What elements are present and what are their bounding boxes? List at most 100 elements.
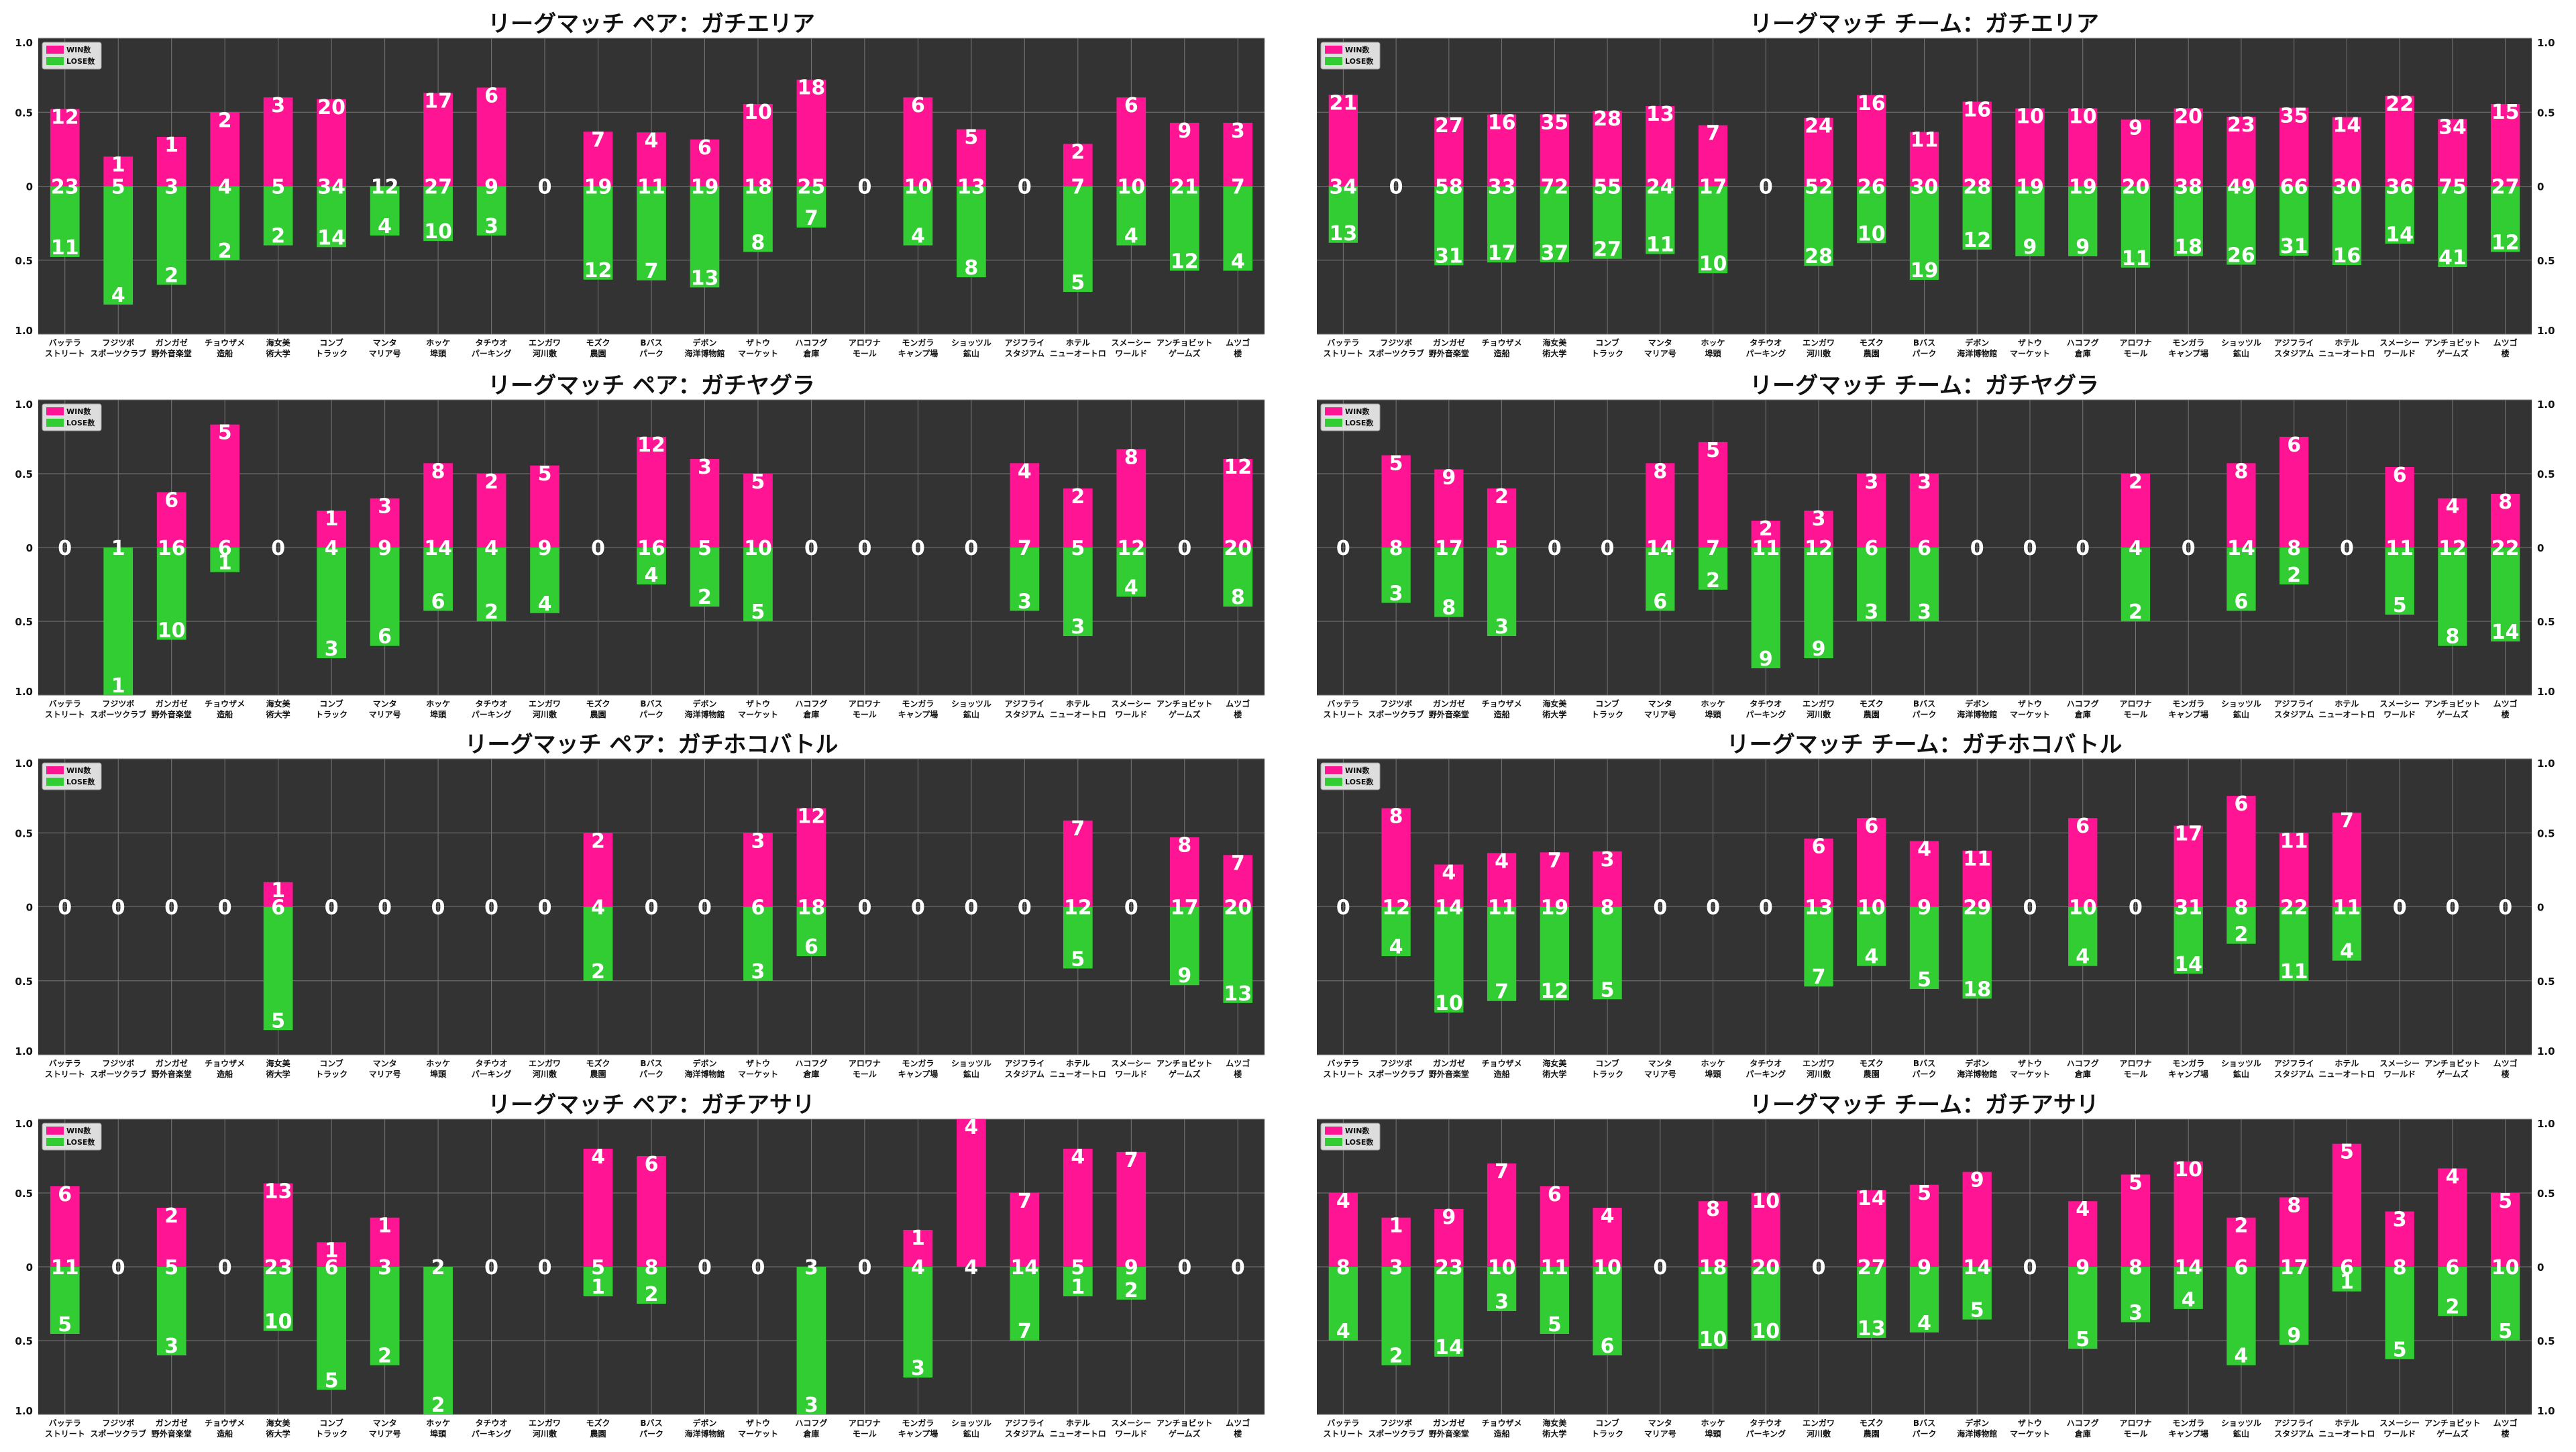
total-label: 9	[1917, 896, 1931, 920]
x-tick-label: ガンガゼ	[1433, 698, 1465, 709]
total-label: 16	[158, 537, 186, 560]
win-label: 9	[2129, 116, 2143, 140]
x-tick-label: ショッツル	[2221, 1418, 2261, 1428]
chart-panel-4: リーグマッチ チーム：ガチヤグラ 1.0 0.5 0 0.5 1.0 0 5 3 8 9 8 17 2 3 5…	[1317, 372, 2555, 719]
lose-label: 4	[1389, 935, 1403, 959]
win-bar	[1010, 1193, 1040, 1267]
x-tick-label: スタジアム	[2274, 710, 2314, 719]
win-bar	[2385, 95, 2414, 187]
x-tick-label: 農園	[1864, 709, 1880, 719]
x-tick-label: スポーツクラブ	[90, 1429, 146, 1439]
win-bar	[1381, 1217, 1411, 1267]
total-label: 6	[1864, 537, 1878, 560]
total-label: 6	[2445, 1256, 2459, 1280]
x-tick-label: 倉庫	[2074, 709, 2091, 719]
win-label: 3	[751, 829, 765, 853]
x-tick-label: ゲームズ	[1169, 348, 1201, 358]
lose-bar	[1434, 548, 1464, 617]
x-tick-label: ガンガゼ	[1433, 338, 1465, 348]
lose-label: 11	[2122, 247, 2150, 270]
x-tick-label: 倉庫	[2074, 1069, 2091, 1079]
total-label: 0	[111, 896, 125, 920]
legend-lose-label: LOSE数	[1345, 418, 1374, 427]
win-bar	[957, 129, 986, 187]
win-bar	[2015, 108, 2045, 187]
total-label: 7	[1706, 537, 1720, 560]
win-label: 2	[164, 1204, 178, 1228]
lose-bar	[1487, 906, 1517, 1001]
win-bar	[2226, 796, 2256, 907]
total-label: 8	[645, 1256, 659, 1280]
chart-title: リーグマッチ チーム：ガチエリア	[1750, 11, 2099, 38]
chart-panel-6: リーグマッチ チーム：ガチホコバトル 1.0 0.5 0 0.5 1.0 0 8 4 12 4 10 1…	[1317, 731, 2555, 1079]
y-tick-label: 0.5	[15, 107, 33, 119]
lose-bar	[1962, 1267, 1992, 1320]
x-tick-label: スポーツクラブ	[90, 1069, 146, 1079]
x-tick-label: ストリート	[45, 710, 85, 719]
win-bar	[2174, 1161, 2203, 1267]
win-label: 1	[164, 134, 178, 157]
lose-label: 10	[158, 619, 186, 643]
y-tick-label: 0.5	[15, 255, 33, 267]
win-bar	[1857, 818, 1886, 907]
lose-label: 7	[1812, 966, 1826, 989]
y-tick-label: 1.0	[15, 325, 33, 337]
win-label: 3	[271, 94, 285, 117]
lose-bar	[1804, 906, 1833, 987]
lose-label: 2	[378, 1345, 392, 1368]
lose-label: 3	[164, 1335, 178, 1358]
win-bar	[1962, 1172, 1992, 1267]
lose-label: 4	[1124, 576, 1138, 599]
x-tick-label: ガンガゼ	[156, 1418, 188, 1428]
x-tick-label: ガンガゼ	[156, 698, 188, 709]
total-label: 8	[1389, 537, 1403, 560]
win-label: 2	[591, 829, 605, 853]
lose-bar	[1698, 186, 1728, 274]
x-tick-label: ザトウ	[746, 1059, 770, 1068]
lose-bar	[2121, 1267, 2151, 1323]
x-tick-label: 農園	[1864, 348, 1880, 358]
win-label: 4	[964, 1116, 978, 1139]
x-tick-label: ザトウ	[746, 1418, 770, 1428]
lose-label: 3	[1389, 582, 1403, 606]
lose-bar	[2490, 186, 2520, 252]
lose-bar	[1909, 906, 1939, 989]
x-tick-label: 河川敷	[1806, 709, 1831, 719]
x-tick-label: マーケット	[738, 1429, 778, 1439]
win-bar	[1804, 117, 1833, 187]
win-label: 35	[2280, 105, 2308, 128]
y-tick-label: 0.5	[15, 976, 33, 988]
lose-bar	[1381, 906, 1411, 956]
chart-panel-2: リーグマッチ チーム：ガチエリア 1.0 0.5 0 0.5 1.0 21 13 34 0 27 31…	[1317, 11, 2555, 358]
x-tick-label: ワールド	[1115, 710, 1147, 719]
win-bar	[1063, 488, 1093, 548]
x-tick-label: パーク	[639, 1429, 663, 1439]
x-tick-label: コンブ	[319, 1418, 343, 1428]
total-label: 0	[484, 1256, 498, 1280]
x-tick-label: モズク	[1860, 1418, 1884, 1428]
lose-bar	[2279, 548, 2309, 584]
total-label: 0	[1018, 896, 1032, 920]
win-label: 8	[1389, 805, 1403, 829]
x-tick-label: ハコフグ	[795, 1418, 827, 1428]
win-label: 6	[698, 136, 712, 160]
win-bar	[2121, 1174, 2151, 1267]
x-tick-label: 造船	[1494, 709, 1510, 719]
total-label: 29	[1963, 896, 1991, 920]
legend-win-label: WIN数	[66, 1126, 91, 1135]
total-label: 0	[804, 537, 818, 560]
lose-label: 2	[1124, 1279, 1138, 1302]
lose-bar	[2279, 906, 2309, 981]
win-label: 7	[1071, 817, 1085, 841]
x-tick-label: パーク	[1912, 1070, 1936, 1079]
win-label: 8	[2498, 490, 2512, 514]
win-bar	[476, 474, 506, 548]
x-tick-label: 術大学	[1542, 1429, 1566, 1439]
total-label: 20	[2122, 176, 2150, 199]
win-bar	[2385, 467, 2414, 548]
x-tick-label: パーク	[1912, 1429, 1936, 1439]
x-tick-label: モズク	[1860, 1058, 1884, 1068]
win-bar	[2121, 474, 2151, 548]
lose-label: 10	[1435, 992, 1463, 1015]
x-tick-label: ハコフグ	[795, 338, 827, 348]
